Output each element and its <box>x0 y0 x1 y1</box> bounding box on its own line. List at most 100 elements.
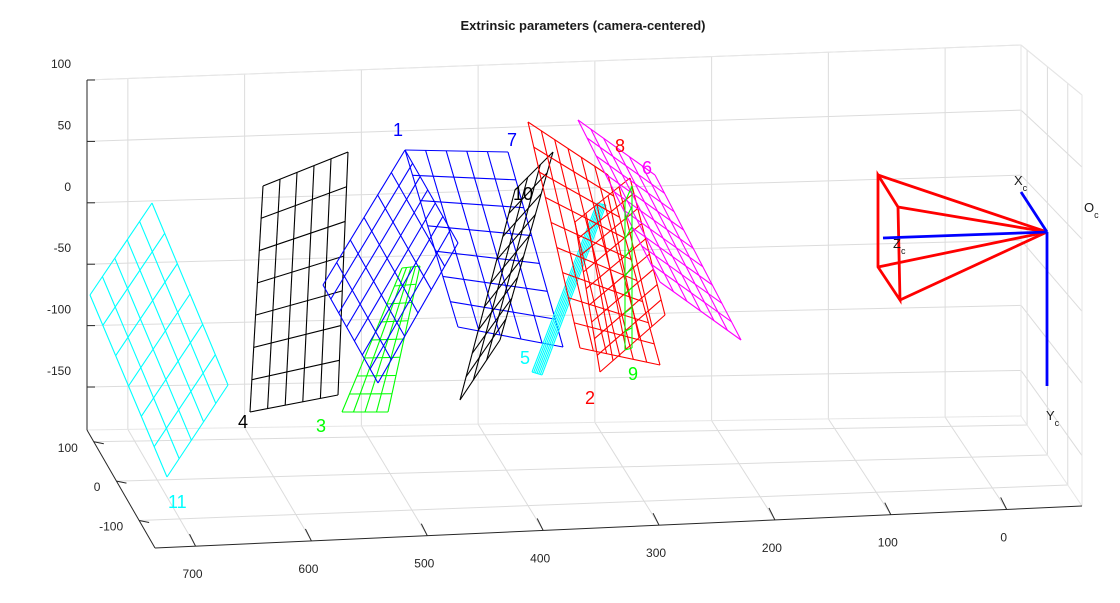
grid-line <box>116 455 1047 481</box>
depth-tick <box>305 529 311 541</box>
camera-label-subscript: c <box>1094 210 1099 220</box>
plane-grid-line <box>263 152 348 186</box>
plane-label-5: 5 <box>520 348 530 368</box>
depth-tick <box>537 518 543 530</box>
plane-grid-line <box>478 277 517 330</box>
vertical-tick-label: -50 <box>54 241 72 255</box>
lateral-tick-label: 0 <box>94 480 101 494</box>
vertical-tick-label: 50 <box>58 118 72 132</box>
depth-tick <box>421 524 427 536</box>
depth-tick-label: 400 <box>530 551 550 565</box>
vertical-tick-label: 0 <box>64 180 71 194</box>
axes-box <box>87 45 1082 548</box>
depth-tick-label: 200 <box>762 541 782 555</box>
camera-label-subscript: c <box>901 246 906 256</box>
plane-grid-line <box>372 339 404 340</box>
plane-label-4: 4 <box>238 412 248 432</box>
depth-tick-label: 500 <box>414 557 434 571</box>
lateral-tick-label: 100 <box>58 441 78 455</box>
depth-tick-label: 0 <box>1000 530 1007 544</box>
plane-grid-line <box>167 385 228 477</box>
plane-grid-line <box>256 291 343 315</box>
grid-line <box>245 428 312 541</box>
plane-grid-line <box>460 340 500 400</box>
depth-tick <box>653 513 659 525</box>
grid-line <box>1021 110 1082 167</box>
depth-tick <box>885 503 891 515</box>
grid-line <box>87 110 1021 141</box>
plane-grid-line <box>337 263 392 360</box>
grid-line <box>1021 240 1082 311</box>
grid-line <box>87 240 1021 264</box>
plane-grid-line <box>90 203 152 295</box>
grid-line <box>361 426 427 536</box>
plane-grid-line <box>103 233 165 325</box>
plane-label-9: 9 <box>628 364 638 384</box>
plane-label-11: 11 <box>168 492 187 512</box>
plane-grid-line <box>380 321 409 322</box>
plane-grid-line <box>605 174 683 230</box>
plane-grid-line <box>252 360 340 379</box>
plane-grid-line <box>587 138 664 193</box>
camera-label-o: Oc <box>1084 200 1099 220</box>
plane-4 <box>250 152 348 412</box>
plane-grid-line <box>250 395 338 412</box>
plane-label-8: 8 <box>615 136 625 156</box>
grid-line <box>139 485 1068 520</box>
plane-grid-line <box>466 319 506 377</box>
frustum-edge <box>898 207 1047 232</box>
grid-line <box>128 429 196 546</box>
plane-grid-line <box>443 276 547 291</box>
depth-tick-label: 300 <box>646 546 666 560</box>
depth-tick <box>769 508 775 520</box>
plane-label-10: 10 <box>513 184 533 204</box>
plane-label-1: 1 <box>393 120 403 140</box>
plane-grid-line <box>655 175 741 340</box>
plane-grid-line <box>257 256 343 283</box>
box-edge <box>1021 45 1082 95</box>
grid-line <box>87 370 1021 387</box>
plane-grid-line <box>596 156 674 212</box>
vertical-tick-label: -150 <box>47 364 71 378</box>
depth-tick <box>1001 497 1007 509</box>
plane-grid-line <box>428 226 532 236</box>
depth-tick-label: 700 <box>183 567 203 581</box>
plane-grid-line <box>642 246 722 303</box>
plane-grid-line <box>347 190 428 327</box>
grid-line <box>595 422 659 525</box>
depth-tick-label: 600 <box>298 562 318 576</box>
plane-grid-line <box>254 326 341 348</box>
plane-grid-line <box>350 240 404 336</box>
plane-grid-line <box>629 157 714 321</box>
grid-line <box>712 421 775 520</box>
plane-grid-line <box>154 355 215 447</box>
plane-grid-line <box>365 357 401 358</box>
plane-11 <box>90 203 228 477</box>
box-edge <box>1021 416 1082 506</box>
plane-grid-line <box>323 285 378 383</box>
plane-grid-line <box>568 298 648 323</box>
plane-grid-line <box>568 149 620 357</box>
plane-grid-line <box>141 324 202 416</box>
plane-grid-line <box>580 348 660 365</box>
camera-label-subscript: c <box>1055 418 1060 428</box>
plane-grid-line <box>261 187 346 219</box>
lateral-axis-ticks: 100 0 -100 <box>58 441 149 534</box>
plane-grid-line <box>660 282 741 340</box>
camera-label-y: Yc <box>1046 408 1060 428</box>
plane-label-3: 3 <box>316 416 326 436</box>
grid-line <box>828 419 890 515</box>
plane-label-7: 7 <box>507 130 517 150</box>
plane-grid-line <box>364 218 418 314</box>
camera-label-subscript: c <box>1023 183 1028 193</box>
plane-grid-line <box>413 175 516 180</box>
lateral-tick-label: -100 <box>99 519 123 533</box>
plane-grid-line <box>625 308 632 314</box>
plane-grid-line <box>129 294 191 386</box>
vertical-tick-label: 100 <box>51 57 71 71</box>
